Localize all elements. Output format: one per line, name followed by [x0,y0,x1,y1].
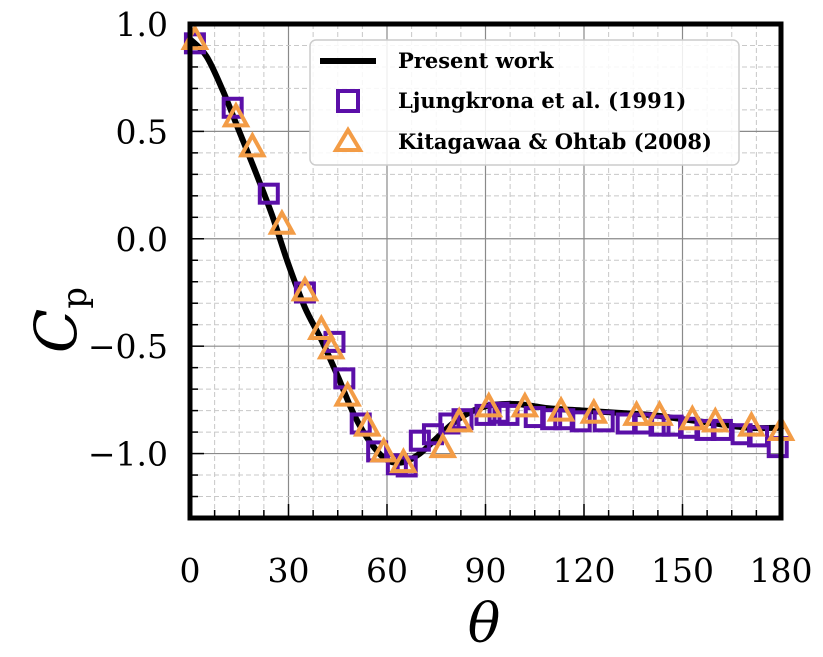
kitagawa-point [579,397,609,424]
x-tick-label: 180 [750,551,813,590]
y-axis-title: Cp [22,287,95,353]
kitagawa-point [444,406,474,433]
kitagawa-point [677,404,707,431]
legend-marker-ljungkrona [336,89,360,113]
y-tick-label: 0.0 [116,220,168,259]
x-tick-label: 60 [366,551,408,590]
legend-label-present-work: Present work [398,48,554,73]
x-tick-label: 0 [180,551,201,590]
ticks: 0 30 60 90 120 150 180 1.0 0.5 0.0 −0.5 −1.0 [88,5,813,590]
x-tick-label: 120 [553,551,616,590]
kitagawa-point [306,313,336,340]
kitagawa-point [316,333,346,360]
legend-label-ljungkrona: Ljungkrona et al. (1991) [398,88,686,113]
legend-label-kitagawa: Kitagawaa & Ohtab (2008) [398,129,712,154]
ljungkrona-point [438,412,461,435]
y-axis-title-subscript: p [55,287,95,309]
x-tick-label: 150 [651,551,714,590]
y-tick-label: −1.0 [88,435,168,474]
kitagawa-point [428,431,458,459]
ljungkrona-point [221,96,244,119]
kitagawa-point [221,101,251,128]
kitagawa-point [290,275,320,302]
kitagawa-point [700,406,730,433]
kitagawa-point [369,436,399,463]
ljungkrona-point [408,429,431,452]
kitagawa-point [645,399,674,426]
kitagawa-point [546,395,576,422]
x-tick-label: 90 [465,551,507,590]
kitagawa-point [238,131,267,158]
y-tick-label: 1.0 [116,5,168,44]
series-layer [180,23,796,478]
legend-marker-kitagawa [332,126,364,152]
y-tick-label: 0.5 [116,112,168,151]
kitagawa-point [389,447,418,474]
legend: Present work Ljungkrona et al. (1991) Ki… [309,39,740,166]
kitagawa-point [737,410,766,437]
legend-box [309,39,740,166]
y-axis-title-main: C [22,309,90,353]
x-tick-label: 30 [268,551,310,590]
kitagawa-point [474,391,504,418]
ljungkrona-point [323,330,346,353]
y-tick-label: −0.5 [88,327,168,366]
kitagawa-point [352,410,382,437]
x-axis-title: θ [468,592,501,655]
kitagawa-point [622,399,651,426]
kitagawa-point [267,208,297,235]
kitagawa-point [510,391,540,418]
kitagawa-point [333,380,362,407]
ljungkrona-point [349,412,372,435]
ljungkrona-point [257,182,280,205]
